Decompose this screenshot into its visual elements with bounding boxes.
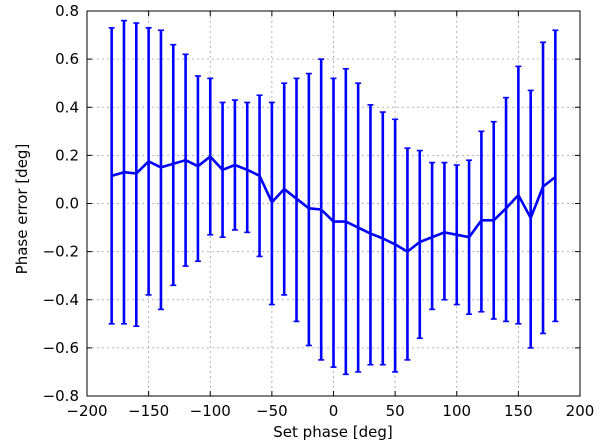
- x-tick-label: −50: [256, 402, 288, 420]
- y-tick-label: 0.6: [55, 50, 79, 68]
- axes-layer: −200 −150 −100 −50 0 50 100 150 200 −0.8 −0.6 −0.4 −…: [43, 2, 595, 420]
- y-tick-label: −0.2: [43, 243, 79, 261]
- data-layer: [108, 19, 559, 376]
- x-axis-label: Set phase [deg]: [273, 423, 392, 441]
- x-tick-label: 200: [566, 402, 595, 420]
- y-tick-label: −0.8: [43, 387, 79, 405]
- y-tick-label: 0.8: [55, 2, 79, 20]
- y-axis-label: Phase error [deg]: [13, 144, 31, 275]
- x-tick-label: 150: [504, 402, 533, 420]
- x-tick-label: −200: [66, 402, 107, 420]
- x-tick-label: −100: [190, 402, 231, 420]
- y-tick-label: −0.6: [43, 339, 79, 357]
- x-tick-label: −150: [128, 402, 169, 420]
- y-tick-label: 0.4: [55, 98, 79, 116]
- x-tick-label: 50: [386, 402, 405, 420]
- x-tick-label: 0: [329, 402, 339, 420]
- y-tick-label: −0.4: [43, 291, 79, 309]
- series-line: [111, 155, 557, 253]
- y-tick-label: 0.2: [55, 146, 79, 164]
- y-tick-label: 0.0: [55, 195, 79, 213]
- x-tick-label: 100: [442, 402, 471, 420]
